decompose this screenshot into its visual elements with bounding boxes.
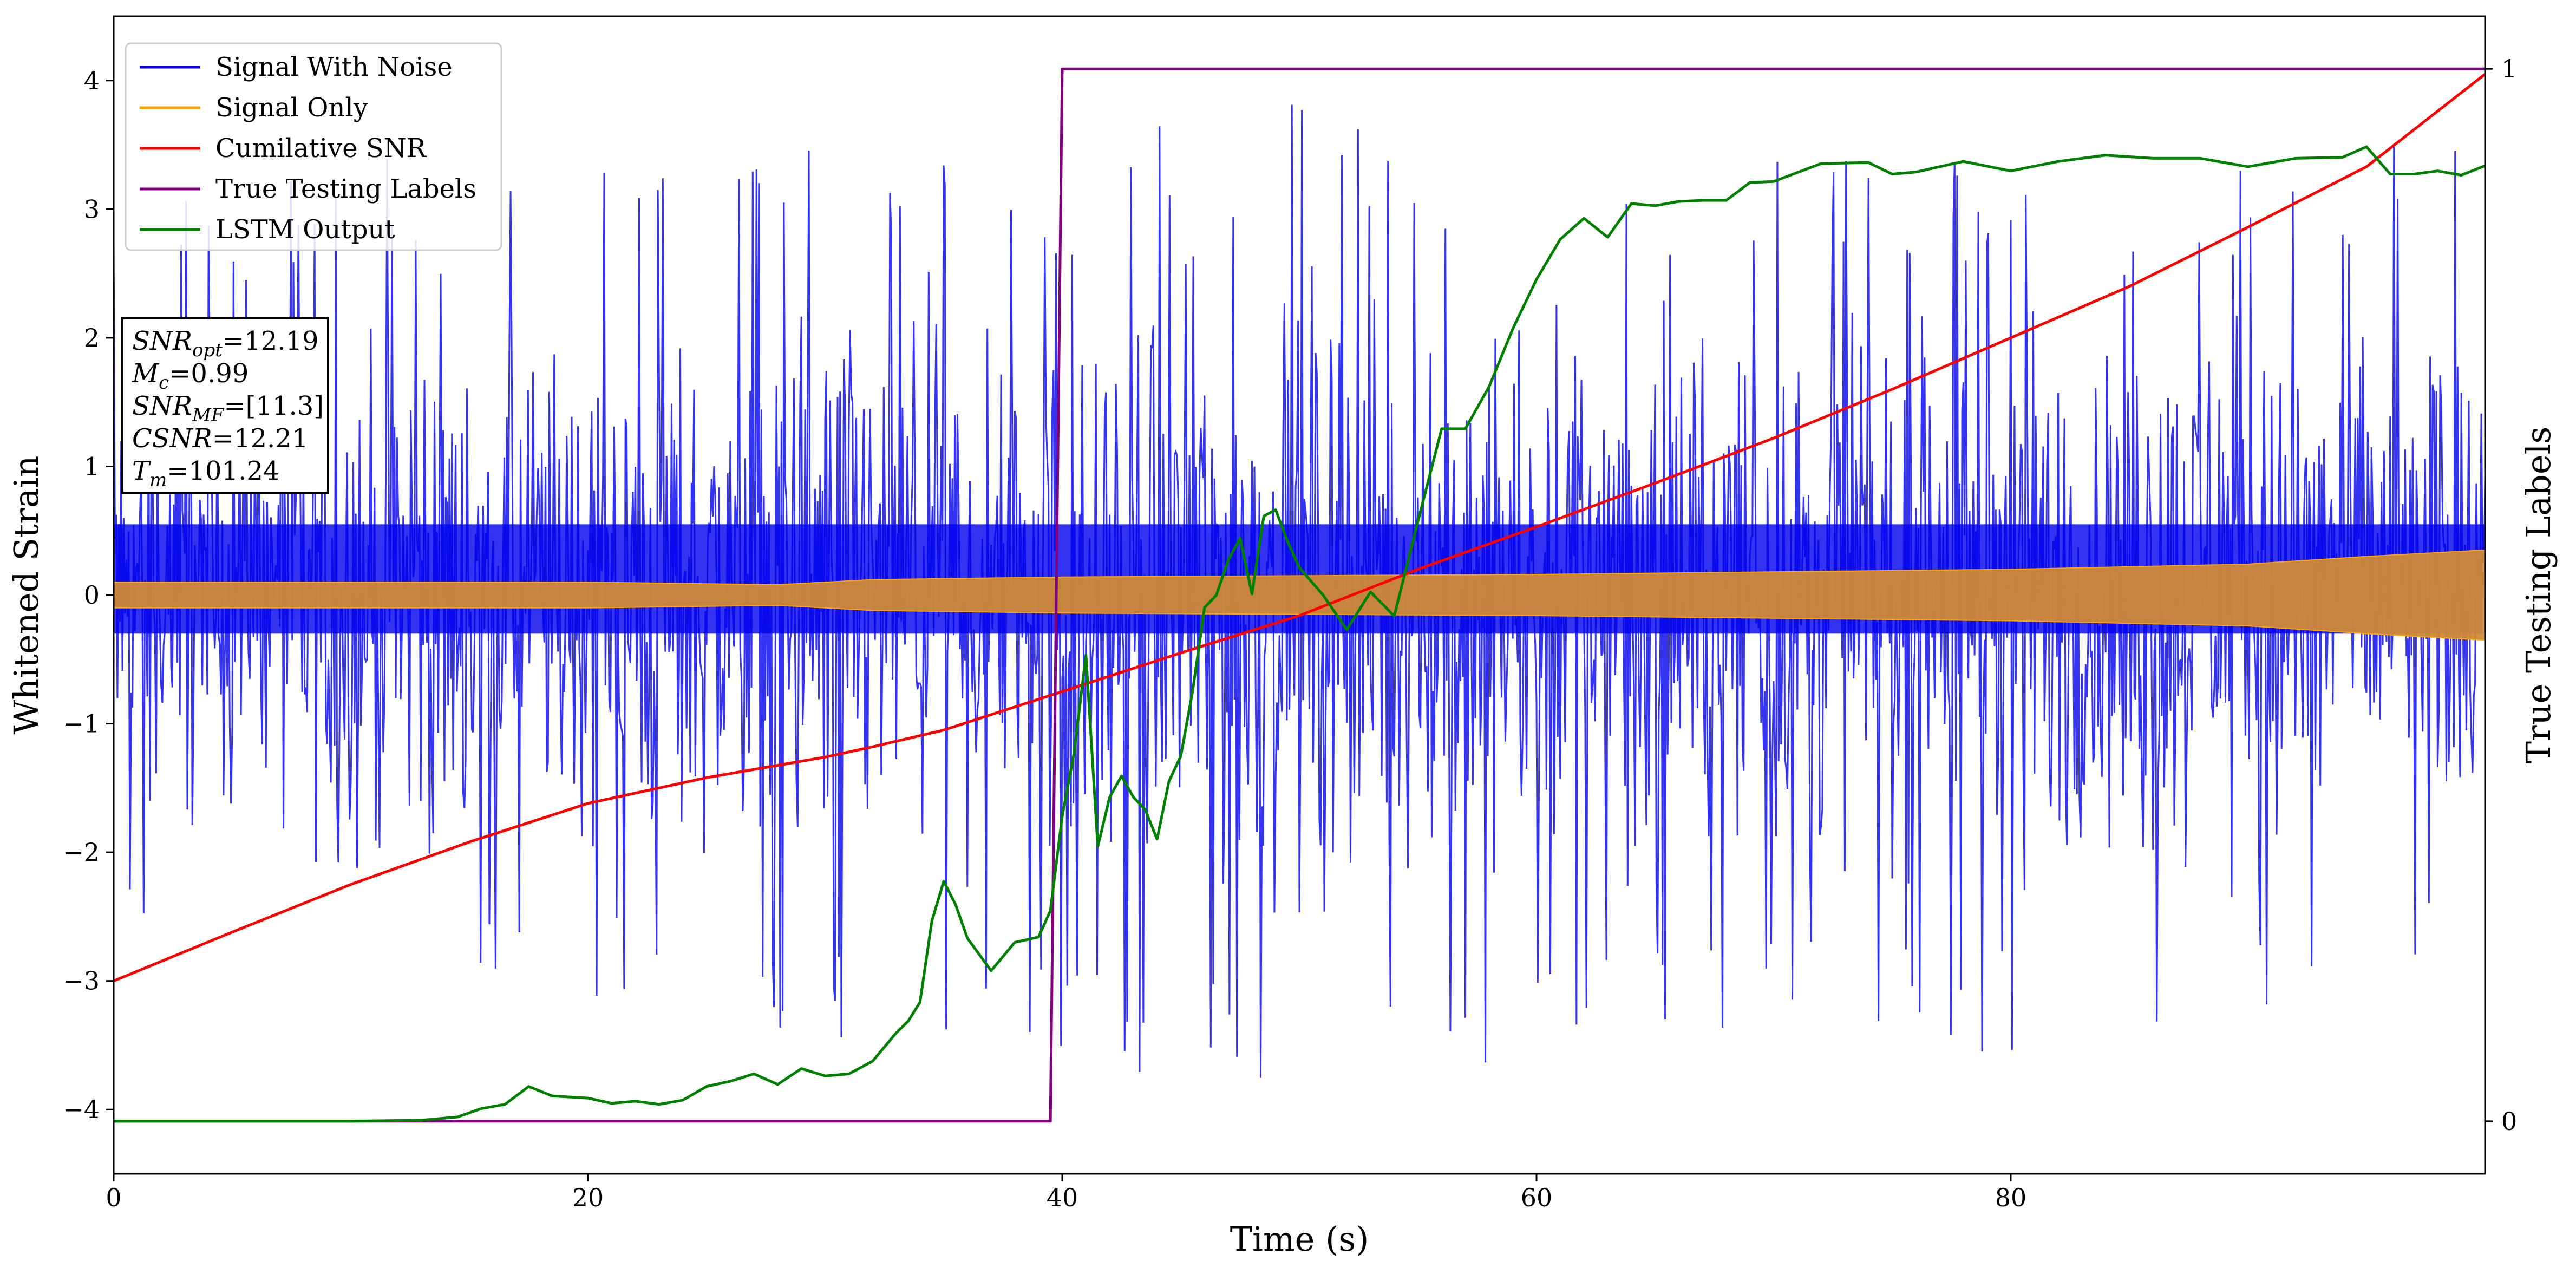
- y-tick-label: −4: [63, 1095, 100, 1124]
- info-subscript: opt: [192, 339, 223, 361]
- info-value: =12.19: [223, 326, 319, 356]
- info-variable: T: [132, 456, 151, 486]
- y-axis-label: Whitened Strain: [6, 456, 46, 735]
- y-tick-label: 1: [84, 452, 100, 481]
- info-variable: M: [132, 358, 160, 389]
- info-value: =[11.3]: [224, 391, 324, 421]
- legend-entry: Cumilative SNR: [215, 133, 427, 164]
- x-tick-label: 80: [1995, 1183, 2027, 1212]
- info-value: =0.99: [169, 358, 249, 389]
- x-tick-label: 20: [572, 1183, 604, 1212]
- x-tick-label: 0: [106, 1183, 121, 1212]
- x-tick-label: 60: [1521, 1183, 1553, 1212]
- y-tick-label: 3: [84, 194, 100, 224]
- info-variable: CSNR: [132, 423, 212, 454]
- x-axis-label: Time (s): [1230, 1219, 1369, 1259]
- y-right-axis-label: True Testing Labels: [2519, 427, 2558, 764]
- legend: Signal With Noise Signal Only Cumilative S…: [125, 42, 502, 251]
- info-subscript: c: [159, 372, 169, 394]
- y-tick-label: −1: [63, 709, 100, 739]
- y-right-tick-label: 0: [2501, 1107, 2517, 1136]
- info-value: =101.24: [167, 456, 279, 486]
- legend-entry: True Testing Labels: [215, 174, 476, 204]
- y-tick-label: 0: [84, 580, 100, 610]
- info-box: SNRopt=12.19Mc=0.99SNRMF=[11.3]CSNR=12.2…: [121, 317, 329, 494]
- info-line: SNRMF=[11.3]: [132, 391, 324, 426]
- info-subscript: m: [149, 469, 167, 491]
- y-tick-label: −2: [63, 838, 100, 867]
- legend-entry: Signal With Noise: [215, 52, 453, 82]
- series-true-testing-labels: [114, 67, 2485, 1123]
- y-tick-label: −3: [63, 966, 100, 996]
- info-variable: SNR: [132, 326, 192, 356]
- info-variable: SNR: [132, 391, 192, 421]
- legend-entry: Signal Only: [215, 93, 368, 123]
- y-tick-label: 2: [84, 323, 100, 352]
- series-cumilative-snr: [114, 73, 2485, 983]
- legend-box: [125, 42, 502, 251]
- y-tick-label: 4: [84, 66, 100, 95]
- y-right-tick-label: 1: [2501, 54, 2517, 83]
- info-value: =12.21: [212, 423, 309, 454]
- info-line: Mc=0.99: [132, 358, 249, 394]
- info-line: SNRopt=12.19: [132, 326, 319, 361]
- series-lstm-output: [114, 145, 2485, 1123]
- series-signal-only: [114, 549, 2485, 641]
- x-tick-label: 40: [1047, 1183, 1078, 1212]
- info-box-frame: [121, 317, 329, 494]
- info-line: CSNR=12.21: [132, 423, 308, 454]
- info-line: Tm=101.24: [132, 456, 279, 491]
- legend-entry: LSTM Output: [215, 214, 395, 245]
- info-subscript: MF: [192, 404, 225, 426]
- plot-area: [114, 67, 2485, 1123]
